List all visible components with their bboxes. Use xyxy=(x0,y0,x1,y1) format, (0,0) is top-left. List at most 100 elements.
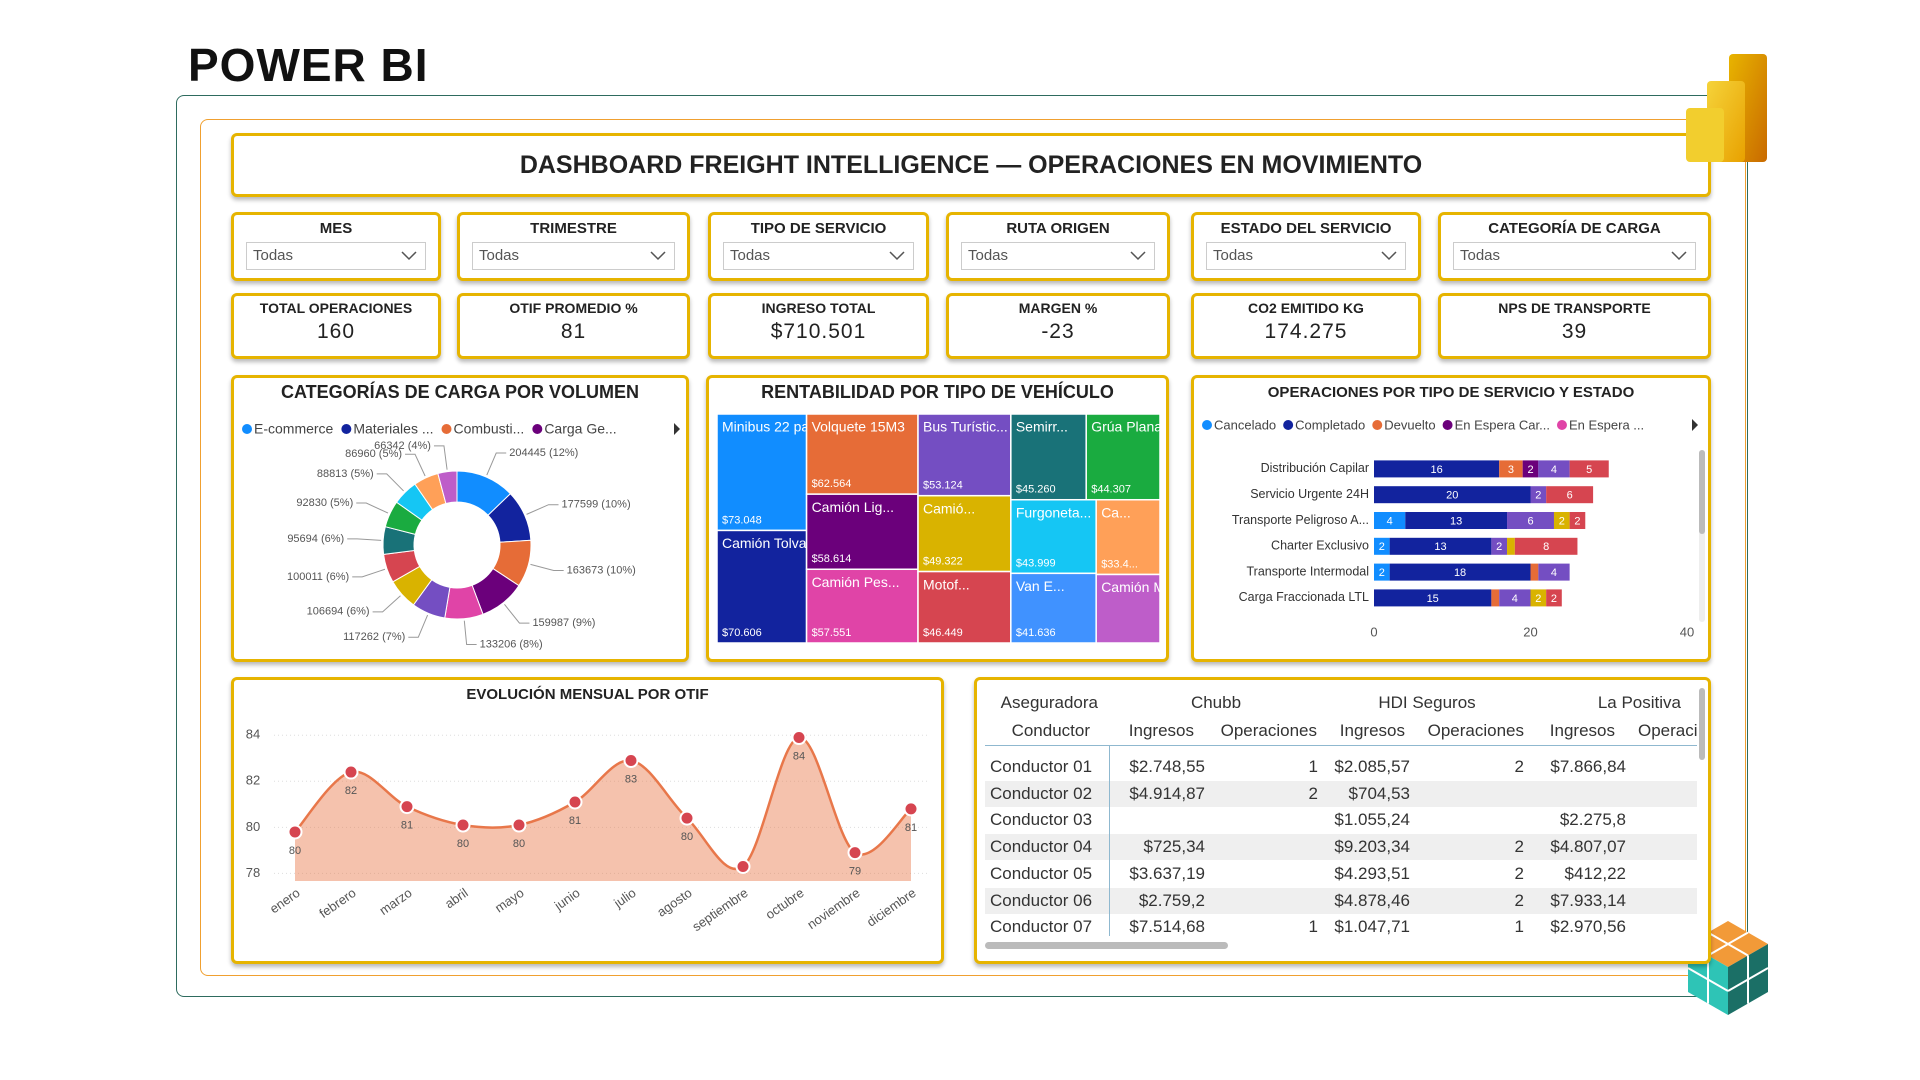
chart: CATEGORÍAS DE CARGA POR VOLUMEN E-commerc… xyxy=(242,381,680,650)
slicer: ESTADO DEL SERVICIO Todas xyxy=(1191,212,1421,281)
table-cell: La Positiva xyxy=(1597,693,1681,712)
treemap-tile xyxy=(1010,572,1097,644)
data-label: 83 xyxy=(625,773,637,785)
data-label: 80 xyxy=(457,838,469,850)
kpi-card: MARGEN % -23 xyxy=(946,293,1170,359)
table-cell: Conductor 02 xyxy=(990,783,1093,803)
slicer-label: MES xyxy=(319,220,353,237)
bar-segment xyxy=(1374,486,1531,504)
table-cell: $1.055,24 xyxy=(1334,810,1410,830)
segment-label: 2 xyxy=(1527,464,1533,476)
logo-bar xyxy=(1686,108,1724,162)
title-card: DASHBOARD FREIGHT INTELLIGENCE — OPERACI… xyxy=(231,133,1711,197)
marker xyxy=(847,845,863,861)
table-cell: $704,53 xyxy=(1348,783,1410,803)
table-cell: Conductor 03 xyxy=(990,810,1093,830)
leader-line xyxy=(347,538,382,541)
slicer-label: CATEGORÍA DE CARGA xyxy=(1488,220,1661,237)
slicer-dropdown[interactable]: Todas xyxy=(1206,242,1406,270)
x-tick-label: septiembre xyxy=(689,885,750,934)
bar-segment xyxy=(1499,589,1531,607)
data-label: 81 xyxy=(905,822,917,834)
treemap-tile xyxy=(805,493,919,571)
bar-segment xyxy=(1507,537,1515,555)
bar-segment xyxy=(1569,512,1586,529)
tile-label: Camió... xyxy=(923,500,975,516)
legend-label: Cancelado xyxy=(1214,417,1276,432)
slicer-value: Todas xyxy=(253,247,294,264)
bar-segment xyxy=(1389,537,1492,555)
x-tick-label: mayo xyxy=(492,885,527,916)
bar-segment xyxy=(1546,486,1594,504)
tile-value: $46.449 xyxy=(923,627,963,639)
brand: POWER BI xyxy=(188,39,429,91)
slicer-dropdown[interactable]: Todas xyxy=(723,242,914,270)
data-label: 79 xyxy=(849,866,861,878)
table-cell: 1 xyxy=(1308,757,1318,776)
bar-segment xyxy=(1530,563,1539,581)
bar-segment xyxy=(1538,563,1570,581)
chart: RENTABILIDAD POR TIPO DE VEHÍCULO Minibus… xyxy=(716,381,1166,644)
kpi-card: OTIF PROMEDIO % 81 xyxy=(457,293,690,359)
category-label: Charter Exclusivo xyxy=(1271,539,1369,553)
legend-label: Devuelto xyxy=(1384,417,1435,432)
data-label: 133206 (8%) xyxy=(480,638,543,650)
table-cell: 2 xyxy=(1308,783,1318,803)
kpi-label: OTIF PROMEDIO % xyxy=(509,300,638,316)
chevron-icon xyxy=(889,251,905,261)
legend-swatch xyxy=(1442,420,1453,430)
legend-swatch xyxy=(1283,420,1294,430)
chart: OPERACIONES POR TIPO DE SERVICIO Y ESTAD… xyxy=(1202,384,1705,639)
slicer-dropdown[interactable]: Todas xyxy=(961,242,1155,270)
cube-line xyxy=(1707,931,1749,957)
legend-swatch xyxy=(441,424,452,434)
treemap-tile xyxy=(716,413,808,532)
chevron-icon xyxy=(401,251,417,261)
tile-value: $70.606 xyxy=(722,627,762,639)
donut-slice xyxy=(437,470,458,505)
marker xyxy=(791,730,807,746)
marker xyxy=(455,817,471,833)
slicer-label: TIPO DE SERVICIO xyxy=(750,220,887,237)
table-cell: $7.933,14 xyxy=(1550,890,1626,910)
table-cell: $2.275,8 xyxy=(1559,810,1626,830)
x-tick-label: octubre xyxy=(763,885,807,922)
table-cell: $725,34 xyxy=(1143,837,1205,857)
slicer-dropdown[interactable]: Todas xyxy=(246,242,426,270)
segment-label: 2 xyxy=(1535,593,1541,605)
slicer-dropdown[interactable]: Todas xyxy=(472,242,675,270)
segment-label: 4 xyxy=(1387,515,1393,527)
table-cell: $4.293,51 xyxy=(1334,863,1410,883)
leader-line xyxy=(504,604,530,624)
tile-value: $44.307 xyxy=(1091,484,1131,496)
tile-label: Grúa Plana xyxy=(1091,419,1162,435)
slicer: MES Todas xyxy=(231,212,441,281)
leader-line xyxy=(433,445,448,470)
slicer: TIPO DE SERVICIO Todas xyxy=(708,212,929,281)
kpi-card: TOTAL OPERACIONES 160 xyxy=(231,293,441,359)
x-tick-label: julio xyxy=(610,885,638,911)
y-tick-label: 78 xyxy=(246,865,260,880)
category-label: Servicio Urgente 24H xyxy=(1250,487,1369,501)
table-cell: 1 xyxy=(1308,917,1318,937)
legend-label: Completado xyxy=(1295,417,1365,432)
table-cell: Operaciones xyxy=(1638,721,1697,740)
data-label: 80 xyxy=(513,838,525,850)
x-tick-label: 20 xyxy=(1523,624,1537,639)
slicer-dropdown[interactable]: Todas xyxy=(1453,242,1696,270)
marker xyxy=(903,801,919,817)
category-label: Transporte Peligroso A... xyxy=(1232,513,1369,527)
tile-value: $58.614 xyxy=(812,553,852,565)
treemap-tile xyxy=(1095,573,1161,644)
x-tick-label: diciembre xyxy=(864,885,919,930)
tile-label: Camión Medi... xyxy=(1101,579,1166,595)
bar-segment xyxy=(1522,460,1539,478)
kpi-value: -23 xyxy=(1041,320,1075,343)
kpi-card: CO2 EMITIDO KG 174.275 xyxy=(1191,293,1421,359)
y-tick-label: 84 xyxy=(246,727,260,742)
kpi-value: 39 xyxy=(1561,320,1588,343)
slicer: TRIMESTRE Todas xyxy=(457,212,690,281)
table-cell: $4.807,07 xyxy=(1550,837,1626,857)
kpi-value: 160 xyxy=(316,320,356,343)
kpi-label: MARGEN % xyxy=(1018,300,1098,316)
